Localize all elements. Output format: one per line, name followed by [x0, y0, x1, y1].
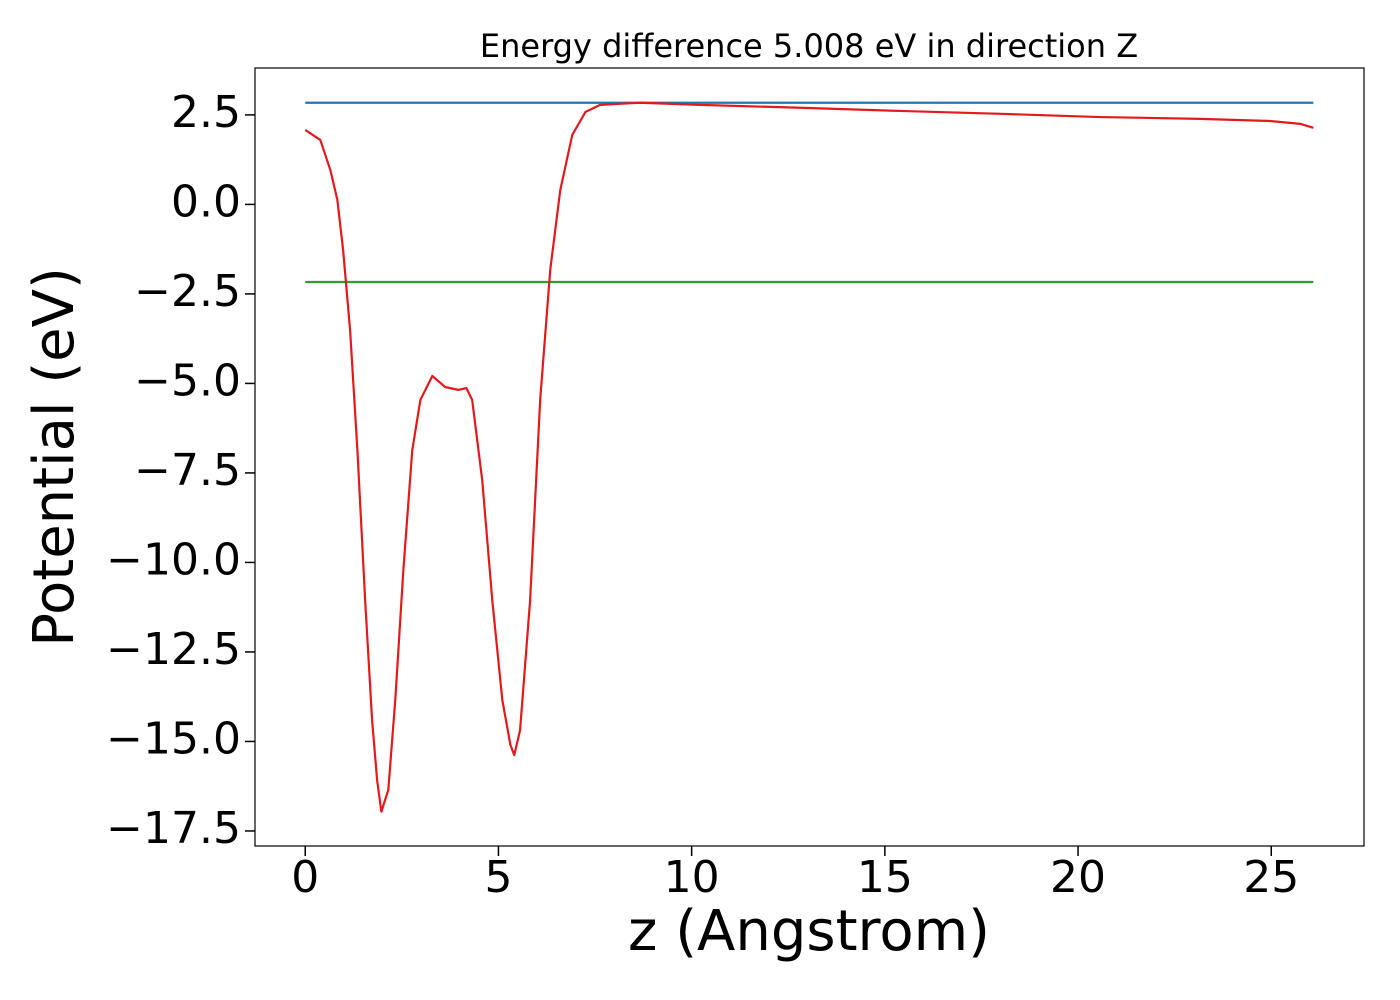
y-axis-label: Potential (eV) [22, 267, 87, 647]
data-line [304, 101, 1314, 813]
y-tick-label: −12.5 [106, 624, 241, 675]
y-tick-label: −7.5 [134, 445, 241, 496]
x-tick-label: 5 [484, 852, 512, 903]
y-tick-label: −2.5 [134, 266, 241, 317]
x-tick-label: 20 [1050, 852, 1106, 903]
y-tick-label: 2.5 [171, 87, 241, 138]
x-axis-label: z (Angstrom) [628, 899, 990, 964]
y-tick-label: −17.5 [106, 803, 241, 854]
y-tick-label: −15.0 [106, 713, 241, 764]
y-tick-label: 0.0 [171, 176, 241, 227]
y-tick-label: −10.0 [106, 534, 241, 585]
x-tick-label: 10 [664, 852, 720, 903]
x-tick-label: 25 [1243, 852, 1299, 903]
chart-title: Energy difference 5.008 eV in direction … [480, 27, 1138, 65]
x-tick-label: 15 [857, 852, 913, 903]
x-tick-label: 0 [291, 852, 319, 903]
plot-frame [254, 67, 1365, 847]
y-tick-label: −5.0 [134, 355, 241, 406]
